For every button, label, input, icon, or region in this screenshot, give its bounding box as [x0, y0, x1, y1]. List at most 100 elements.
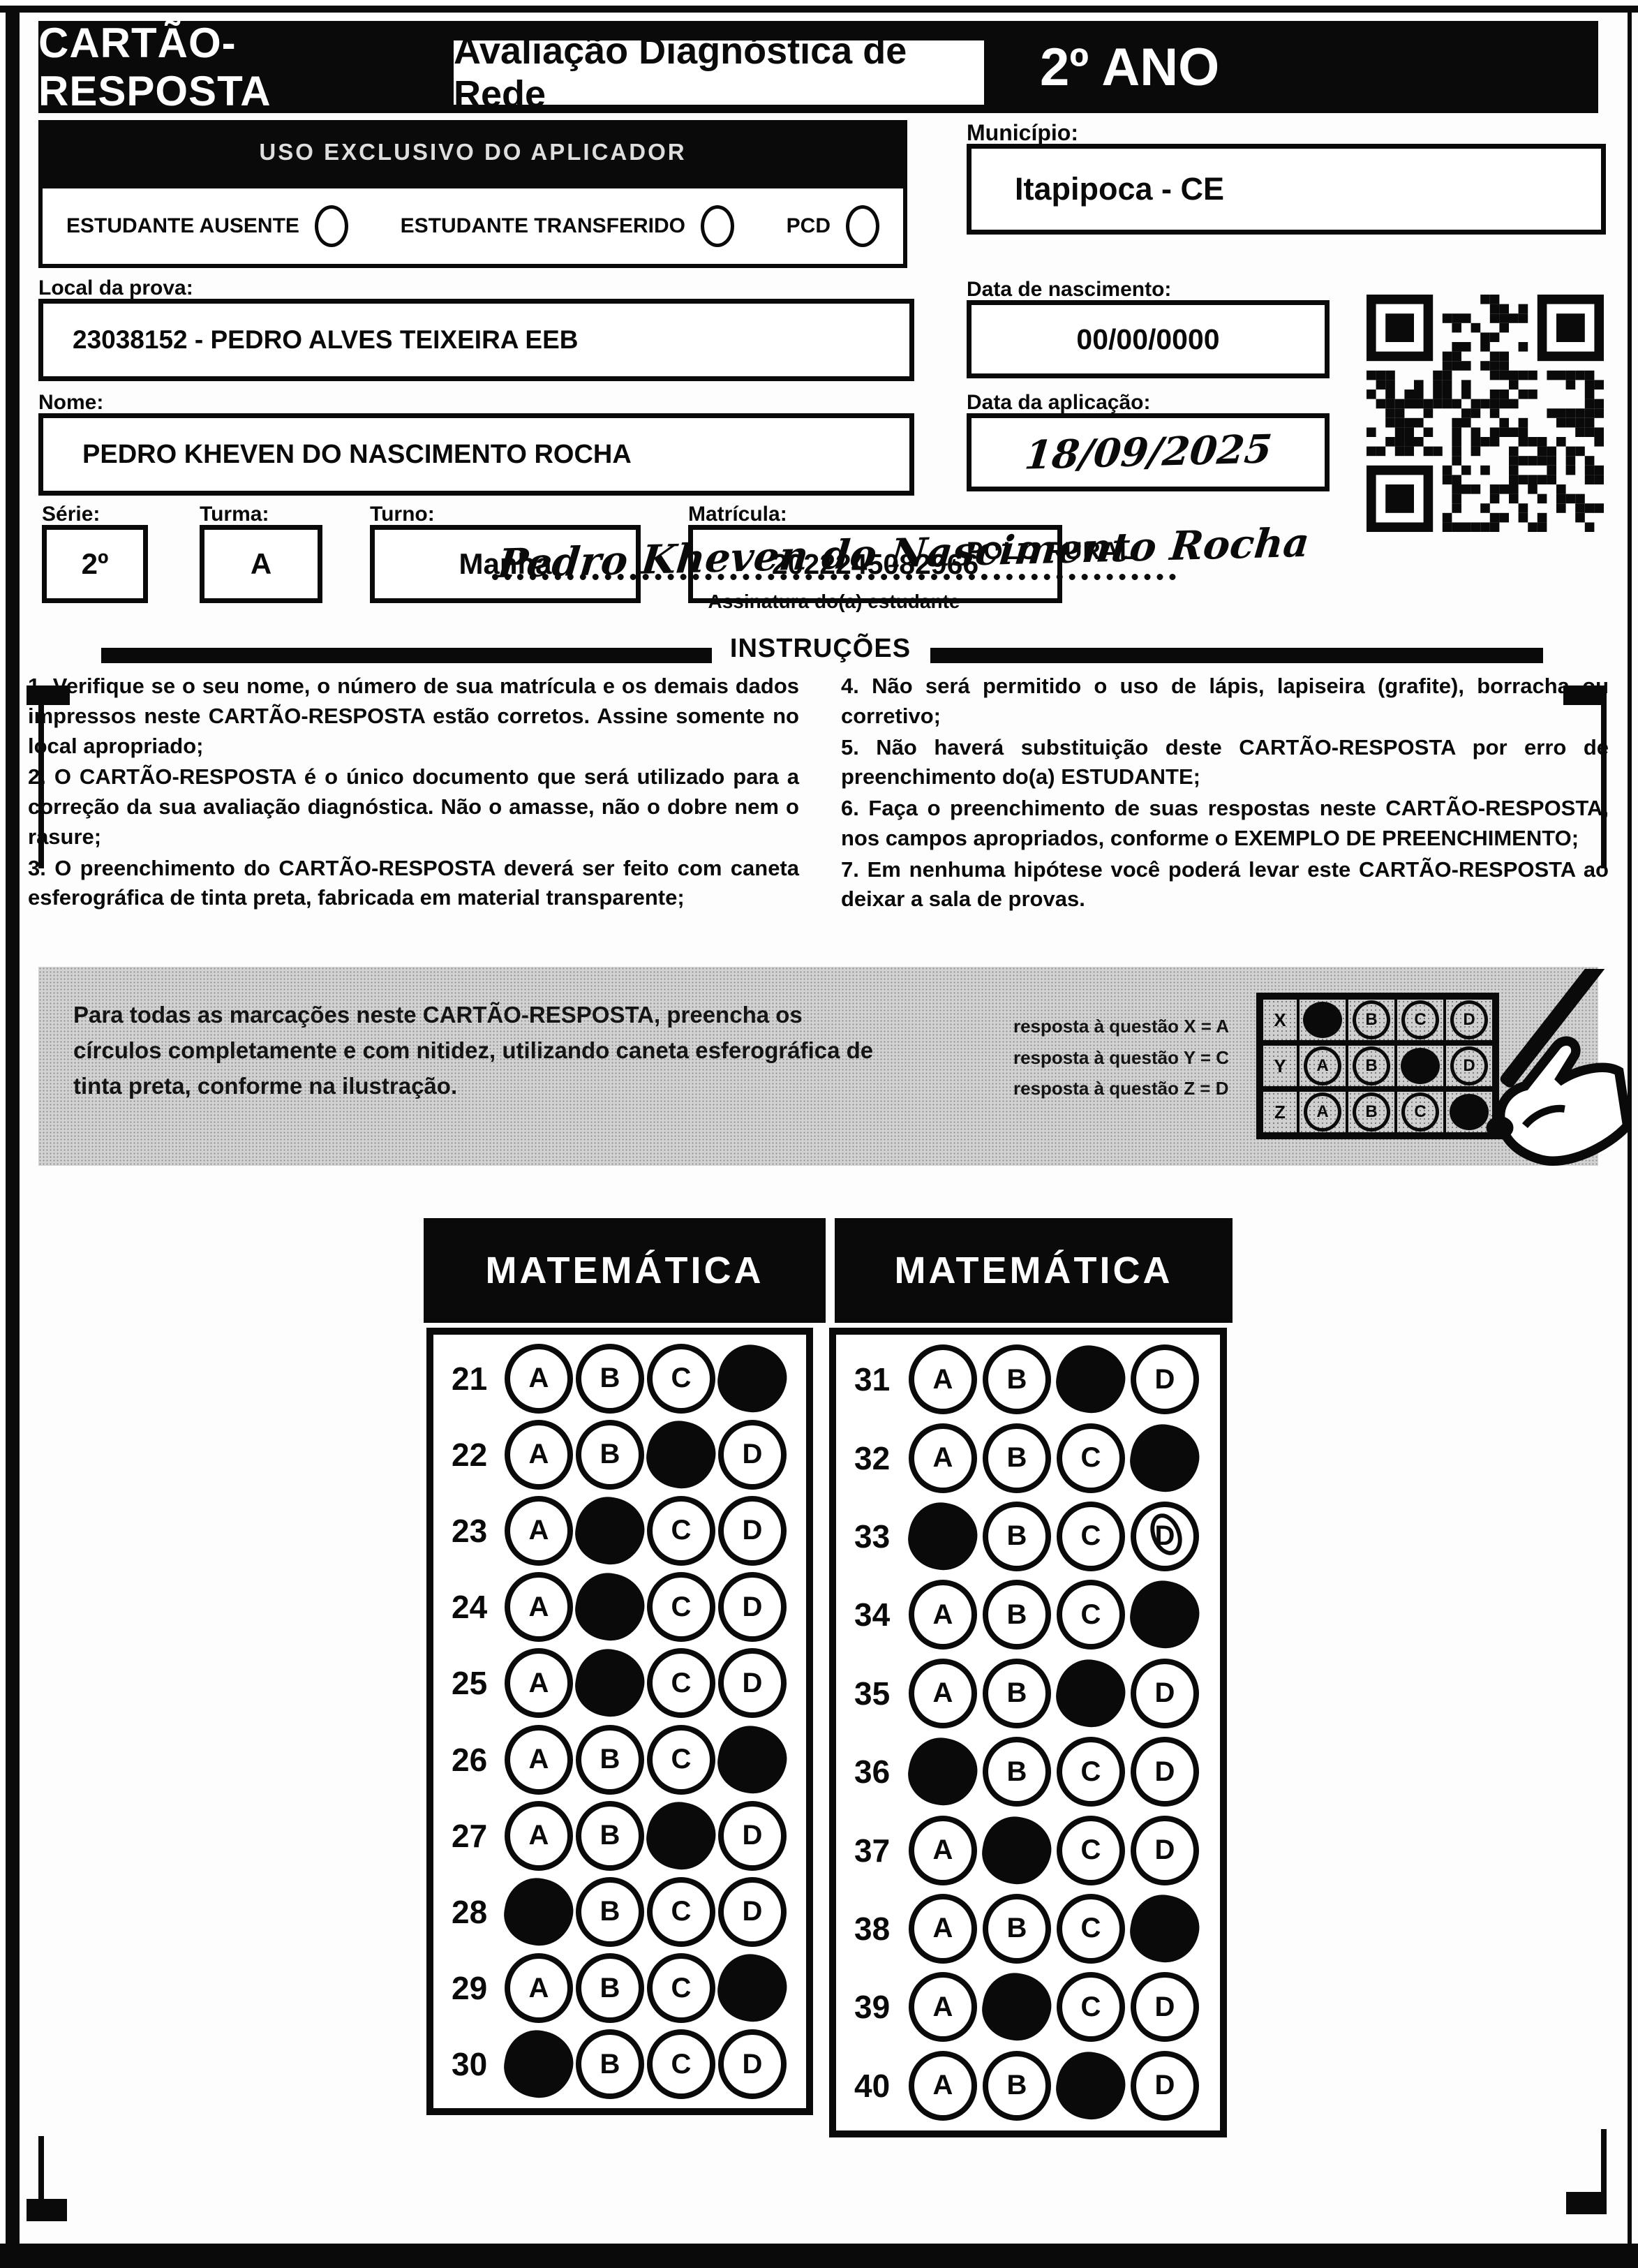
q22-option-b[interactable]: B — [576, 1419, 644, 1490]
q37-option-b-marked[interactable] — [977, 1811, 1057, 1890]
q36-option-a-marked[interactable] — [903, 1733, 983, 1811]
q33-option-c[interactable]: C — [1057, 1501, 1125, 1571]
q38-option-c[interactable]: C — [1057, 1893, 1125, 1964]
q26-option-a[interactable]: A — [505, 1724, 573, 1795]
option-letter: B — [1006, 1442, 1027, 1474]
q34-option-d-marked[interactable] — [1125, 1576, 1205, 1654]
q30-option-d[interactable]: D — [718, 2029, 787, 2100]
q40-option-d[interactable]: D — [1131, 2050, 1199, 2121]
q31-option-c-marked[interactable] — [1051, 1340, 1131, 1418]
q28-option-b[interactable]: B — [576, 1876, 644, 1947]
q21-option-c[interactable]: C — [647, 1343, 715, 1414]
q37-option-a[interactable]: A — [909, 1815, 977, 1885]
q39-option-d[interactable]: D — [1131, 1972, 1199, 2043]
q21-option-b[interactable]: B — [576, 1343, 644, 1414]
pcd-checkbox[interactable] — [845, 205, 879, 247]
q28-option-d[interactable]: D — [718, 1876, 787, 1947]
option-letter: D — [742, 1820, 763, 1851]
signature-area[interactable]: Pedro Kheven do Nascimento Rocha — [489, 501, 1319, 587]
q39-option-c[interactable]: C — [1057, 1972, 1125, 2043]
q24-option-c[interactable]: C — [647, 1572, 715, 1643]
q22-option-d[interactable]: D — [718, 1419, 787, 1490]
q33-option-a-marked[interactable] — [903, 1497, 983, 1576]
q24-option-d[interactable]: D — [718, 1572, 787, 1643]
q29-option-b[interactable]: B — [576, 1953, 644, 2024]
option-letter: A — [932, 1913, 953, 1944]
q23-option-d[interactable]: D — [718, 1495, 787, 1566]
q27-option-c-marked[interactable] — [641, 1796, 721, 1875]
question-number: 40 — [854, 2067, 891, 2104]
q30-option-a-marked[interactable] — [499, 2025, 579, 2104]
q40-option-a[interactable]: A — [909, 2050, 977, 2121]
q33-option-d[interactable]: D — [1131, 1501, 1199, 1571]
q30-option-c[interactable]: C — [647, 2029, 715, 2100]
q25-option-b-marked[interactable] — [570, 1644, 650, 1723]
turma-label: Turma: — [200, 503, 269, 526]
q24-option-b-marked[interactable] — [570, 1568, 650, 1646]
q38-option-a[interactable]: A — [909, 1893, 977, 1964]
q34-option-b[interactable]: B — [983, 1580, 1051, 1650]
q27-option-a[interactable]: A — [505, 1800, 573, 1871]
estudante-transferido-checkbox[interactable] — [700, 205, 734, 247]
q25-option-d[interactable]: D — [718, 1648, 787, 1719]
q29-option-c[interactable]: C — [647, 1953, 715, 2024]
option-letter: D — [1154, 1835, 1175, 1866]
q27-option-d[interactable]: D — [718, 1800, 787, 1871]
q35-option-a[interactable]: A — [909, 1658, 977, 1728]
q36-option-c[interactable]: C — [1057, 1737, 1125, 1807]
q32-option-b[interactable]: B — [983, 1423, 1051, 1493]
q32-option-c[interactable]: C — [1057, 1423, 1125, 1493]
q28-option-a-marked[interactable] — [499, 1873, 579, 1951]
q21-option-a[interactable]: A — [505, 1343, 573, 1414]
q29-option-a[interactable]: A — [505, 1953, 573, 2024]
q40-option-b[interactable]: B — [983, 2050, 1051, 2121]
q31-option-b[interactable]: B — [983, 1344, 1051, 1415]
q31-option-a[interactable]: A — [909, 1344, 977, 1415]
q38-option-b[interactable]: B — [983, 1893, 1051, 1964]
q22-option-a[interactable]: A — [505, 1419, 573, 1490]
q32-option-d-marked[interactable] — [1125, 1418, 1205, 1497]
q32-option-a[interactable]: A — [909, 1423, 977, 1493]
q34-option-a[interactable]: A — [909, 1580, 977, 1650]
instruction-item: 4. Não será permitido o uso de lápis, la… — [841, 674, 1609, 728]
q23-option-a[interactable]: A — [505, 1495, 573, 1566]
q39-option-a[interactable]: A — [909, 1972, 977, 2043]
q36-option-d[interactable]: D — [1131, 1737, 1199, 1807]
q36-option-b[interactable]: B — [983, 1737, 1051, 1807]
q27-option-b[interactable]: B — [576, 1800, 644, 1871]
q22-option-c-marked[interactable] — [641, 1416, 721, 1494]
q26-option-d-marked[interactable] — [713, 1720, 792, 1799]
q33-option-b[interactable]: B — [983, 1501, 1051, 1571]
polo-label: POLO RURAL — [967, 538, 1136, 565]
corner-mark-top-left-line — [38, 685, 44, 868]
q31-option-d[interactable]: D — [1131, 1344, 1199, 1415]
question-number: 26 — [452, 1741, 488, 1778]
q26-option-c[interactable]: C — [647, 1724, 715, 1795]
q35-option-c-marked[interactable] — [1051, 1654, 1131, 1733]
q26-option-b[interactable]: B — [576, 1724, 644, 1795]
option-letter: B — [1006, 2070, 1027, 2101]
q30-option-b[interactable]: B — [576, 2029, 644, 2100]
q37-option-c[interactable]: C — [1057, 1815, 1125, 1885]
q25-option-a[interactable]: A — [505, 1648, 573, 1719]
question-number: 30 — [452, 2046, 488, 2083]
aplicador-checkbox-item: ESTUDANTE TRANSFERIDO — [401, 205, 734, 247]
q23-option-b-marked[interactable] — [570, 1492, 650, 1570]
q37-option-d[interactable]: D — [1131, 1815, 1199, 1885]
q25-option-c[interactable]: C — [647, 1648, 715, 1719]
corner-mark-top-right — [1563, 685, 1607, 705]
q21-option-d-marked[interactable] — [713, 1339, 792, 1418]
q35-option-b[interactable]: B — [983, 1658, 1051, 1728]
q38-option-d-marked[interactable] — [1125, 1890, 1205, 1968]
q23-option-c[interactable]: C — [647, 1495, 715, 1566]
q35-option-d[interactable]: D — [1131, 1658, 1199, 1728]
q28-option-c[interactable]: C — [647, 1876, 715, 1947]
estudante-ausente-checkbox[interactable] — [314, 205, 348, 247]
instruction-item: 3. O preenchimento do CARTÃO-RESPOSTA de… — [28, 855, 799, 910]
q24-option-a[interactable]: A — [505, 1572, 573, 1643]
q29-option-d-marked[interactable] — [713, 1949, 792, 2027]
q34-option-c[interactable]: C — [1057, 1580, 1125, 1650]
q39-option-b-marked[interactable] — [977, 1968, 1057, 2047]
q40-option-c-marked[interactable] — [1051, 2046, 1131, 2125]
